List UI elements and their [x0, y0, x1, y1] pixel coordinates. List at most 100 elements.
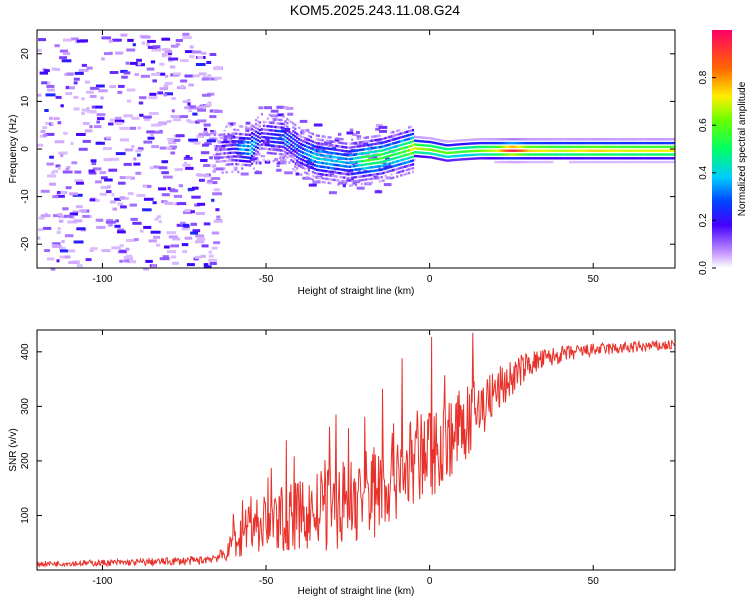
spectrogram-ridge-cell	[569, 153, 572, 156]
spectrogram-ridge-cell	[516, 141, 519, 145]
spectrogram-ridge-cell	[665, 157, 668, 160]
spectrogram-halo-cell	[258, 106, 264, 110]
spectrogram-ridge-cell	[441, 143, 444, 146]
spectrogram-ridge-cell	[325, 158, 328, 161]
spectrogram-ridge-cell	[317, 146, 320, 149]
spectrogram-ridge-cell	[331, 170, 334, 174]
spectrogram-ridge-cell	[569, 141, 572, 145]
spectrogram-ridge-cell	[413, 139, 417, 142]
spectrogram-halo-cell	[210, 130, 215, 134]
spectrogram-noise-cell	[163, 93, 168, 97]
spectrogram-ridge-cell	[392, 146, 395, 149]
spectrogram-ridge-cell	[541, 138, 544, 141]
spectrogram-ridge-cell	[296, 155, 299, 159]
spectrogram-ridge-cell	[624, 153, 627, 156]
spectrogram-ridge-cell	[307, 131, 311, 134]
spectrogram-ridge-cell	[225, 144, 228, 147]
spectrogram-ridge-cell	[290, 132, 293, 135]
x-tick-label: -100	[92, 576, 112, 587]
spectrogram-ridge-cell	[305, 175, 309, 179]
spectrogram-noise-cell	[147, 136, 155, 140]
spectrogram-ridge-cell	[284, 154, 287, 158]
colorbar-tick-label: 0.6	[698, 118, 709, 132]
spectrogram-ridge-cell	[604, 149, 607, 152]
spectrogram-ridge-cell	[451, 155, 454, 158]
spectrogram-ridge-cell	[533, 160, 536, 164]
spectrogram-ridge-cell	[413, 158, 417, 161]
spectrogram-ridge-cell	[610, 153, 613, 156]
spectrogram-ridge-cell	[673, 138, 676, 141]
spectrogram-ridge-cell	[406, 145, 409, 149]
spectrogram-ridge-cell	[427, 144, 430, 147]
spectrogram-ridge-cell	[239, 136, 242, 140]
spectrogram-ridge-cell	[627, 153, 631, 156]
colorbar-ticks: 0.00.20.40.60.8	[698, 70, 716, 275]
spectrogram-ridge-cell	[266, 144, 269, 147]
spectrogram-ridge-cell	[380, 153, 383, 156]
spectrogram-ridge-cell	[404, 169, 407, 172]
spectrogram-ridge-cell	[635, 138, 638, 141]
spectrogram-ridge-cell	[241, 159, 244, 163]
spectrogram-ridge-cell	[541, 145, 544, 149]
spectrogram-ridge-cell	[327, 166, 330, 169]
spectrogram-ridge-cell	[525, 141, 528, 145]
spectrogram-ridge-cell	[431, 156, 434, 159]
spectrogram-ridge-cell	[516, 160, 519, 164]
spectrogram-noise-cell	[198, 72, 207, 76]
spectrogram-ridge-cell	[612, 138, 615, 141]
spectrogram-ridge-cell	[333, 155, 336, 159]
spectrogram-ridge-cell	[313, 164, 316, 167]
spectrogram-ridge-cell	[461, 158, 464, 161]
spectrogram-noise-cell	[183, 161, 188, 165]
spectrogram-ridge-cell	[523, 157, 526, 160]
spectrogram-ridge-cell	[266, 140, 269, 143]
spectrogram-ridge-cell	[537, 141, 540, 145]
spectrogram-ridge-cell	[254, 145, 258, 149]
spectrogram-ridge-cell	[372, 177, 375, 180]
spectrogram-noise-cell	[169, 189, 179, 193]
spectrogram-ridge-cell	[280, 134, 283, 137]
spectrogram-ridge-cell	[358, 167, 362, 171]
spectrogram-ridge-cell	[325, 166, 328, 169]
spectrogram-noise-cell	[52, 245, 62, 248]
spectrogram-halo-cell	[342, 184, 346, 188]
spectrogram-ridge-cell	[329, 144, 332, 147]
spectrogram-ridge-cell	[388, 170, 391, 173]
spectrogram-ridge-cell	[362, 159, 366, 163]
spectrogram-ridge-cell	[313, 152, 316, 156]
spectrogram-ridge-cell	[319, 154, 322, 157]
spectrogram-halo-cell	[337, 132, 342, 136]
spectrogram-noise-cell	[118, 84, 125, 88]
spectrogram-ridge-cell	[518, 160, 521, 164]
spectrogram-ridge-cell	[535, 141, 538, 145]
spectrogram-ridge-cell	[521, 141, 525, 145]
spectrogram-ridge-cell	[341, 153, 344, 156]
spectrogram-noise-cell	[43, 226, 52, 230]
spectrogram-ridge-cell	[233, 128, 236, 131]
spectrogram-ridge-cell	[567, 138, 570, 141]
spectrogram-noise-cell	[89, 198, 96, 202]
spectrogram-noise-cell	[52, 242, 61, 246]
spectrogram-ridge-cell	[557, 141, 560, 145]
spectrogram-ridge-cell	[411, 159, 415, 162]
spectrogram-ridge-cell	[243, 152, 246, 155]
spectrogram-ridge-cell	[384, 175, 387, 178]
spectrogram-ridge-cell	[231, 151, 234, 154]
spectrogram-ridge-cell	[523, 153, 526, 156]
spectrogram-ridge-cell	[345, 150, 348, 153]
spectrogram-ridge-cell	[500, 141, 503, 145]
spectrogram-noise-cell	[37, 236, 41, 240]
spectrogram-noise-cell	[54, 44, 60, 48]
spectrogram-ridge-cell	[637, 160, 640, 164]
spectrogram-ridge-cell	[421, 140, 424, 143]
spectrogram-ridge-cell	[274, 118, 277, 121]
spectrogram-ridge-cell	[569, 157, 572, 160]
spectrogram-ridge-cell	[290, 159, 293, 162]
spectrogram-ridge-cell	[637, 145, 640, 149]
spectrogram-ridge-cell	[286, 121, 289, 125]
spectrogram-noise-cell	[90, 159, 97, 163]
spectrogram-noise-cell	[69, 212, 78, 216]
spectrogram-ridge-cell	[410, 137, 413, 140]
spectrogram-ridge-cell	[288, 134, 291, 138]
spectrogram-ridge-cell	[276, 148, 279, 152]
